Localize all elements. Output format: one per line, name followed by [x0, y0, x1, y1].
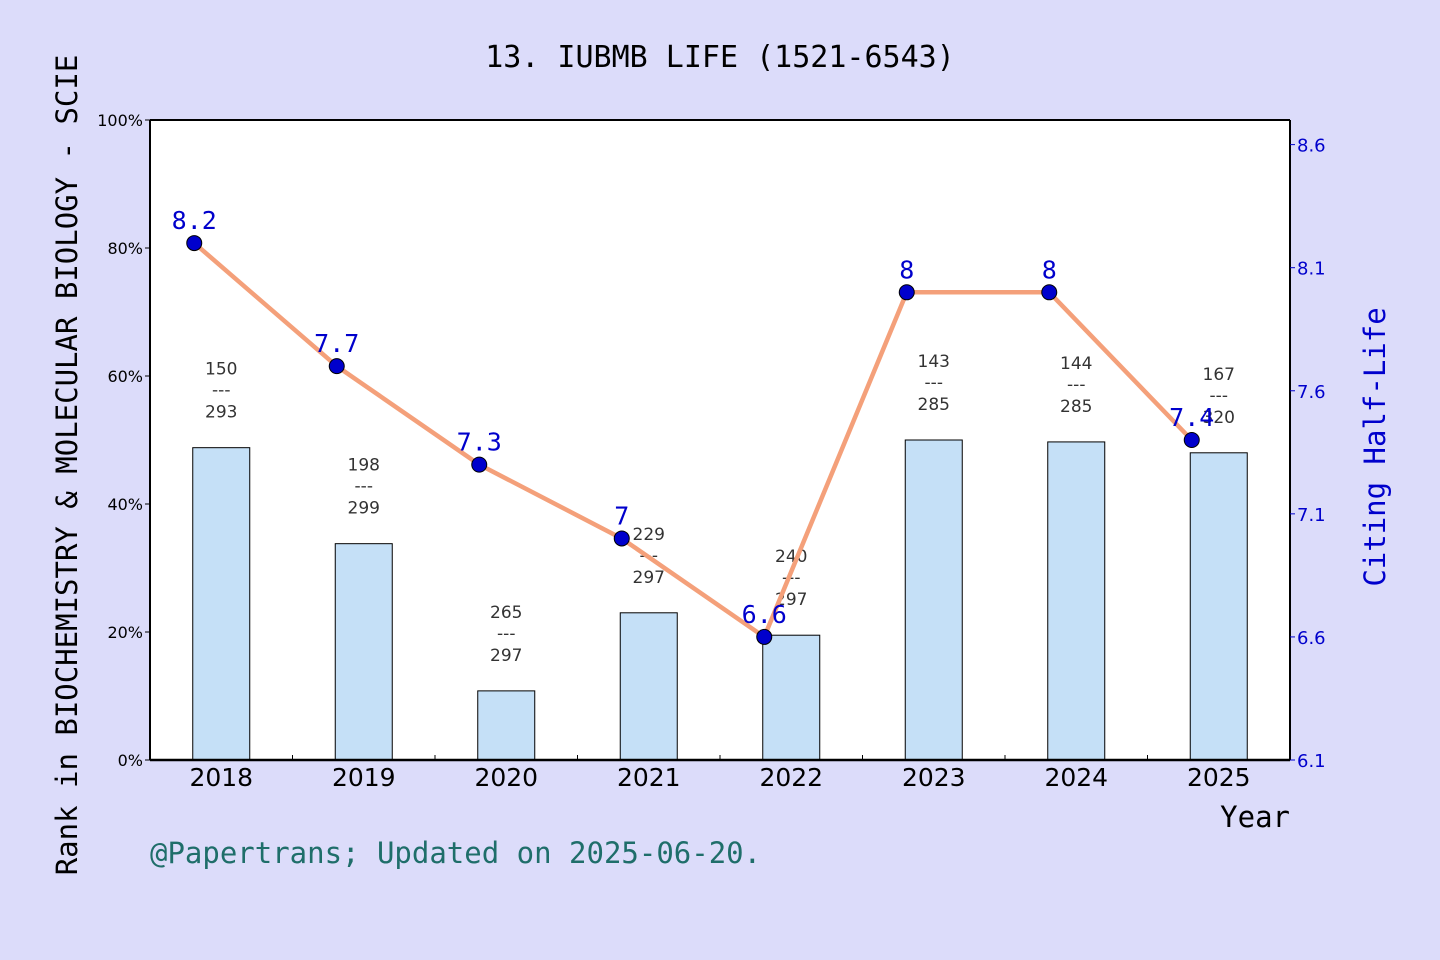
bar-rank-separator: ---	[355, 477, 373, 497]
half-life-value-label: 7	[614, 501, 629, 530]
half-life-value-label: 8	[899, 255, 914, 284]
bar-rank-label: 198	[348, 456, 380, 476]
half-life-point-2025	[1183, 432, 1200, 448]
y2-axis-label: Citing Half-Life	[1358, 307, 1392, 586]
bar-rank-label: 143	[918, 352, 950, 372]
bar-rank-label: 167	[1203, 365, 1235, 385]
x-tick-label: 2024	[1044, 763, 1108, 792]
half-life-value-label: 7.7	[314, 329, 359, 358]
x-tick-label: 2025	[1187, 763, 1251, 792]
y2-tick-label: 8.1	[1297, 259, 1326, 280]
bar-rank-separator: ---	[212, 381, 230, 401]
bar-total-label: 320	[1203, 408, 1235, 428]
bar-rank-separator: ---	[925, 373, 943, 393]
y2-tick-label: 8.6	[1297, 136, 1326, 157]
y2-tick-label: 6.6	[1297, 628, 1326, 649]
y2-tick-label: 6.1	[1297, 751, 1326, 772]
bar-rank-separator: ---	[1067, 375, 1085, 395]
half-life-point-2018	[186, 235, 203, 252]
y-tick-label: 40%	[107, 495, 143, 514]
plot-area	[150, 120, 1290, 760]
bar-rank-label: 265	[490, 603, 522, 623]
bar-2020	[477, 690, 536, 761]
bar-total-label: 285	[918, 395, 950, 415]
y-tick-label: 80%	[107, 239, 143, 258]
x-tick-label: 2018	[189, 763, 253, 792]
half-life-point-2024	[1041, 284, 1058, 301]
half-life-point-2019	[328, 358, 345, 375]
x-tick-label: 2022	[759, 763, 823, 792]
x-tick-label: 2020	[474, 763, 538, 792]
y-tick-label: 0%	[118, 751, 143, 770]
bar-2021	[619, 612, 678, 761]
x-axis-label: Year	[1220, 800, 1290, 834]
bar-2025	[1189, 452, 1248, 761]
bar-total-label: 297	[490, 646, 522, 666]
bar-rank-separator: ---	[1210, 386, 1228, 406]
half-life-point-2023	[898, 284, 915, 301]
half-life-point-2022	[756, 628, 773, 645]
bar-2019	[334, 543, 393, 761]
x-tick-label: 2023	[902, 763, 966, 792]
bar-total-label: 299	[348, 499, 380, 519]
bar-rank-separator: ---	[497, 624, 515, 644]
bar-rank-label: 229	[633, 525, 665, 545]
bar-rank-label: 240	[775, 547, 807, 567]
bar-2018	[192, 447, 251, 761]
bar-2024	[1047, 441, 1106, 761]
y2-tick-label: 7.6	[1297, 382, 1326, 403]
x-tick-label: 2019	[332, 763, 396, 792]
x-tick-label: 2021	[617, 763, 681, 792]
half-life-line	[192, 241, 1194, 640]
half-life-value-label: 7.3	[457, 428, 502, 457]
half-life-point-2021	[613, 530, 630, 547]
bar-rank-label: 144	[1060, 354, 1092, 374]
y-tick-label: 100%	[97, 111, 143, 130]
bar-total-label: 293	[205, 403, 237, 423]
half-life-value-label: 8.2	[172, 206, 217, 235]
half-life-value-label: 8	[1042, 255, 1057, 284]
y-tick-label: 60%	[107, 367, 143, 386]
footer-note: @Papertrans; Updated on 2025-06-20.	[150, 836, 762, 870]
bar-total-label: 297	[633, 568, 665, 588]
bar-2022	[762, 634, 821, 761]
half-life-value-label: 6.6	[742, 600, 787, 629]
half-life-value-label: 7.4	[1169, 403, 1214, 432]
bar-2023	[904, 439, 963, 761]
chart-title: 13. IUBMB LIFE (1521-6543)	[485, 40, 955, 75]
bar-rank-label: 150	[205, 360, 237, 380]
y2-tick-label: 7.1	[1297, 505, 1326, 526]
half-life-point-2020	[471, 456, 488, 473]
y-tick-label: 20%	[107, 623, 143, 642]
y-axis-label: Rank in BIOCHEMISTRY & MOLECULAR BIOLOGY…	[50, 55, 84, 876]
bar-total-label: 285	[1060, 397, 1092, 417]
